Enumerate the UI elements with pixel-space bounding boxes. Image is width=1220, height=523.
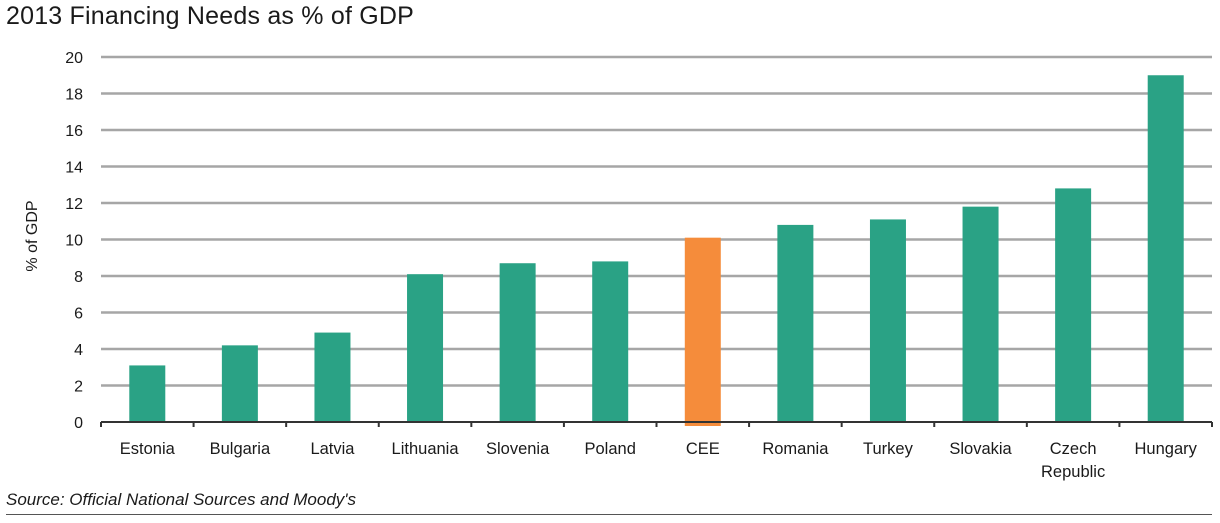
x-tick-label-slovenia: Slovenia [486, 440, 550, 458]
y-tick-label-18: 18 [65, 87, 83, 104]
y-tick-label-4: 4 [74, 342, 83, 359]
x-tick-label-cee: CEE [686, 440, 720, 458]
y-tick-label-10: 10 [65, 233, 83, 250]
source-note: Source: Official National Sources and Mo… [6, 490, 357, 509]
x-tick-label-romania: Romania [762, 440, 829, 458]
bar-hungary [1147, 75, 1184, 422]
x-tick-label-poland: Poland [585, 440, 636, 458]
x-tick-label-slovakia: Slovakia [949, 440, 1012, 458]
x-tick-label-latvia: Latvia [310, 440, 355, 458]
grid-lines [101, 55, 1212, 387]
y-tick-label-0: 0 [74, 415, 83, 432]
bar-estonia [129, 365, 166, 422]
x-tick-label-hungary: Hungary [1135, 440, 1198, 458]
x-tick-label-estonia: Estonia [120, 440, 176, 458]
bottom-rule [6, 514, 1212, 515]
bar-slovenia [499, 263, 536, 422]
x-tick-label-czech-republic-line-1: Czech [1050, 440, 1097, 458]
y-tick-label-12: 12 [65, 196, 83, 213]
bar-latvia [314, 332, 351, 422]
bar-bulgaria [221, 345, 258, 422]
bar-chart: 0 2 4 6 8 10 12 14 16 18 20 Estonia Bulgaria Latvia L… [24, 50, 1213, 481]
bar-turkey [869, 219, 906, 422]
bar-lithuania [407, 274, 444, 422]
y-tick-label-16: 16 [65, 123, 83, 140]
y-tick-label-8: 8 [74, 269, 83, 286]
y-axis-tick-labels: 0 2 4 6 8 10 12 14 16 18 20 [65, 50, 83, 432]
chart-title: 2013 Financing Needs as % of GDP [6, 2, 415, 30]
x-tick-label-czech-republic-line-2: Republic [1041, 463, 1105, 481]
x-axis [100, 421, 1213, 427]
bars [129, 75, 1184, 426]
y-tick-label-6: 6 [74, 306, 83, 323]
y-tick-label-14: 14 [65, 160, 83, 177]
bar-romania [777, 224, 814, 422]
x-tick-label-turkey: Turkey [863, 440, 914, 458]
y-tick-label-20: 20 [65, 50, 83, 67]
bar-slovakia [962, 206, 999, 422]
bar-poland [592, 261, 629, 422]
x-tick-label-bulgaria: Bulgaria [210, 440, 271, 458]
x-axis-tick-labels: Estonia Bulgaria Latvia Lithuania Slovenia Po… [120, 440, 1198, 481]
y-axis-label: % of GDP [24, 200, 41, 271]
y-tick-label-2: 2 [74, 379, 83, 396]
x-tick-label-lithuania: Lithuania [392, 440, 460, 458]
bar-cee [684, 237, 721, 426]
bar-czech-republic [1055, 188, 1092, 422]
